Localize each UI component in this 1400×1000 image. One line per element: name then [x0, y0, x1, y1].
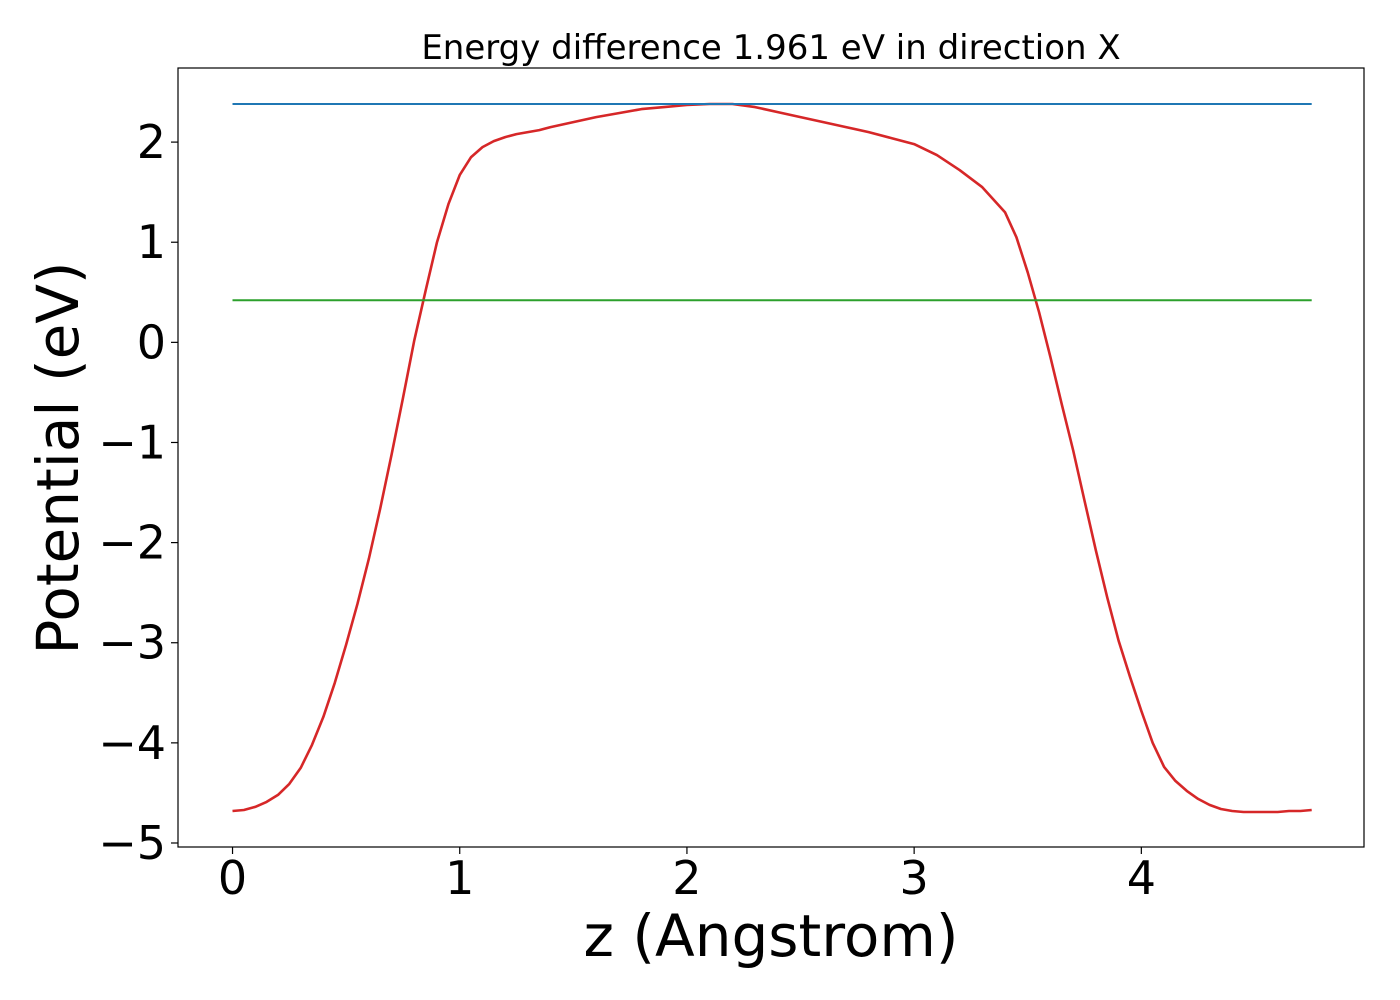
y-tick-label: 0	[137, 315, 166, 369]
y-tick-label: −3	[98, 616, 166, 670]
y-tick-label: −2	[98, 516, 166, 570]
x-tick-label: 2	[672, 851, 701, 905]
y-axis: −5 −4 −3 −2 −1 0 1 2	[98, 115, 178, 870]
y-axis-label: Potential (eV)	[24, 261, 92, 654]
x-axis-label: z (Angstrom)	[584, 902, 959, 970]
y-tick-label: −5	[98, 816, 166, 870]
y-tick-label: −4	[98, 716, 166, 770]
x-tick-label: 4	[1127, 851, 1156, 905]
series-line-1	[232, 102, 1312, 814]
y-tick-label: −1	[98, 415, 166, 469]
x-tick-label: 1	[445, 851, 474, 905]
y-tick-label: 2	[137, 115, 166, 169]
series-layer	[232, 102, 1312, 814]
y-tick-label: 1	[137, 215, 166, 269]
x-tick-label: 3	[899, 851, 928, 905]
x-axis: 0 1 2 3 4	[218, 847, 1156, 905]
x-tick-label: 0	[218, 851, 247, 905]
plot-frame	[177, 67, 1365, 848]
chart-title: Energy difference 1.961 eV in direction …	[421, 28, 1120, 68]
